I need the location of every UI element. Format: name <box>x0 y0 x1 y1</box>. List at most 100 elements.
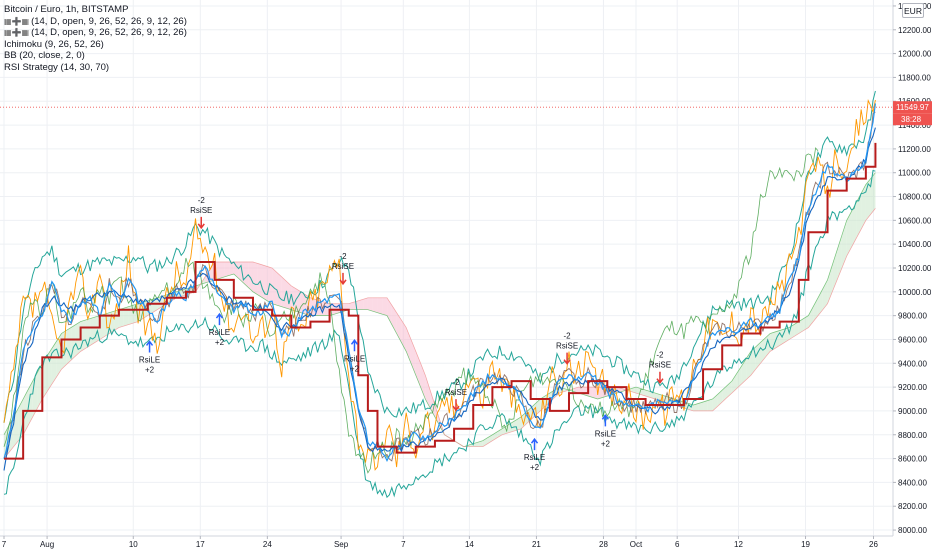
cloud-segment <box>276 272 282 307</box>
cloud-segment <box>521 412 526 429</box>
cloud-segment <box>712 394 718 411</box>
cloud-segment <box>631 387 637 394</box>
y-tick-label: 11200.00 <box>898 145 931 154</box>
y-tick-label: 8600.00 <box>898 455 927 464</box>
lagging-span-line <box>3 147 819 474</box>
x-tick-label: 12 <box>734 540 743 549</box>
cloud-segment <box>348 302 354 310</box>
cloud-segment <box>645 390 651 398</box>
y-tick-label: 11000.00 <box>898 169 931 178</box>
signal-qty: -2 <box>452 378 460 387</box>
cloud-segment <box>856 193 862 239</box>
cloud-segment <box>152 297 158 313</box>
legend-bollinger[interactable]: BB (20, close, 2, 0) <box>4 50 85 62</box>
strategy-signals: -2RsiSERsiLE+2RsiLE+2-2RsiSERsiLE+2-2Rsi… <box>139 196 671 472</box>
buy-arrow-icon <box>530 437 539 451</box>
series-lines <box>3 90 877 499</box>
x-tick-label: Aug <box>40 540 54 549</box>
cloud-segment <box>726 381 732 398</box>
cloud-segment <box>846 211 852 257</box>
legend-indicator-1[interactable]: ▦➕▦ (14, D, open, 9, 26, 52, 26, 9, 12, 2… <box>4 16 187 28</box>
cloud-segment <box>425 375 431 408</box>
x-tick-label: 14 <box>465 540 474 549</box>
countdown-value: 38:28 <box>901 115 922 124</box>
x-tick-label: 28 <box>599 540 608 549</box>
cloud-segment <box>176 290 182 298</box>
signal-label: RsiLE <box>595 429 616 438</box>
cloud-segment <box>37 363 43 408</box>
y-tick-label: 10400.00 <box>898 240 932 249</box>
cloud-segment <box>377 297 383 315</box>
cloud-segment <box>233 262 239 279</box>
cloud-segment <box>832 250 838 292</box>
cloud-segment <box>468 443 474 447</box>
cloud-segment <box>861 184 866 230</box>
y-tick-label: 8000.00 <box>898 526 927 535</box>
cloud-segment <box>707 399 713 411</box>
signal-label: RsiLE <box>344 354 365 363</box>
cloud-segment <box>358 299 364 310</box>
x-tick-label: 7 <box>401 540 406 549</box>
currency-button[interactable]: EUR <box>902 3 924 18</box>
cloud-segment <box>693 403 699 411</box>
signal-label: RsiSE <box>332 262 354 271</box>
x-tick-label: 6 <box>675 540 680 549</box>
sell-arrow-icon <box>563 352 571 365</box>
cloud-segment <box>650 391 656 400</box>
cloud-segment <box>123 306 129 327</box>
x-tick-label: 19 <box>801 540 810 549</box>
cloud-segment <box>66 327 72 365</box>
signal-label: RsiLE <box>524 453 545 462</box>
countdown-badge <box>893 113 932 126</box>
orange-indicator-line <box>3 99 876 471</box>
bollinger-upper-line <box>3 90 876 423</box>
base-line <box>4 142 877 460</box>
legend-ichimoku[interactable]: Ichimoku (9, 26, 52, 26) <box>4 38 104 50</box>
cloud-segment <box>784 327 790 343</box>
y-tick-label: 9000.00 <box>898 407 927 416</box>
cloud-segment <box>99 314 105 340</box>
cloud-segment <box>588 387 593 398</box>
cloud-segment <box>794 321 799 337</box>
cloud-segment <box>511 419 517 432</box>
y-tick-label: 10000.00 <box>898 288 932 297</box>
cloud-segment <box>401 320 407 352</box>
signal-label: RsiSE <box>190 206 212 215</box>
legend-indicator-label: (14, D, open, 9, 26, 52, 26, 9, 12, 26) <box>31 15 187 27</box>
legend-rsi-strategy[interactable]: RSI Strategy (14, 30, 70) <box>4 61 110 73</box>
signal-qty: +2 <box>530 463 540 472</box>
cloud-segment <box>27 381 33 426</box>
cloud-segment <box>248 262 253 292</box>
cloud-segment <box>372 297 378 313</box>
cloud-segment <box>291 285 297 312</box>
cloud-segment <box>750 346 756 376</box>
x-tick-label: 10 <box>129 540 138 549</box>
cloud-segment <box>224 262 230 277</box>
y-tick-label: 9800.00 <box>898 312 927 321</box>
signal-qty: +2 <box>145 365 155 374</box>
buy-arrow-icon <box>350 339 359 352</box>
cloud-segment <box>286 281 292 310</box>
cloud-segment <box>42 355 48 400</box>
signal-qty: -2 <box>564 332 572 341</box>
signal-label: RsiSE <box>649 361 671 370</box>
grid <box>0 0 893 536</box>
bollinger-lower-line <box>3 169 876 499</box>
price-badge-value: 11549.97 <box>896 103 929 112</box>
cloud-segment <box>870 172 876 215</box>
cloud-segment <box>535 399 541 416</box>
legend-indicator-2[interactable]: ▦➕▦ (14, D, open, 9, 26, 52, 26, 9, 12, 2… <box>4 27 187 39</box>
buy-arrow-icon <box>215 312 224 326</box>
x-tick-label: 21 <box>532 540 541 549</box>
cloud-segment <box>813 297 818 322</box>
cloud-segment <box>8 416 14 453</box>
x-tick-label: 7 <box>2 540 7 549</box>
cloud-segment <box>229 262 234 276</box>
y-tick-label: 12000.00 <box>898 50 932 59</box>
signal-qty: +2 <box>215 338 225 347</box>
cloud-segment <box>23 390 28 435</box>
signal-label: RsiLE <box>209 328 230 337</box>
